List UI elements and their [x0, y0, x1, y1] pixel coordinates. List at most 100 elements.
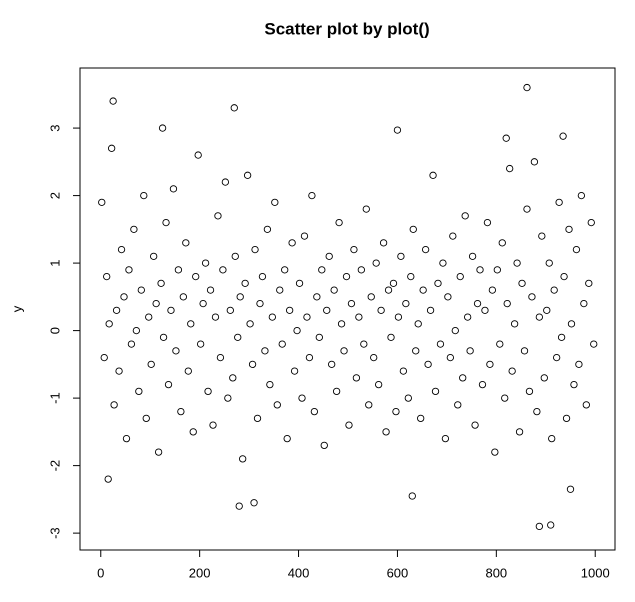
point: [140, 191, 148, 200]
point: [164, 380, 173, 389]
point: [196, 340, 205, 348]
point: [421, 245, 430, 254]
point: [199, 299, 207, 308]
point: [323, 306, 331, 315]
point: [553, 353, 561, 362]
point: [340, 347, 348, 355]
point: [189, 428, 197, 436]
point: [352, 374, 361, 382]
point: [506, 164, 514, 173]
point: [285, 306, 294, 315]
point: [393, 126, 402, 134]
point: [290, 367, 299, 375]
point: [283, 434, 291, 443]
point: [204, 387, 212, 396]
point: [320, 441, 328, 450]
point: [177, 407, 185, 416]
point: [281, 266, 289, 274]
point: [250, 499, 258, 507]
point: [258, 272, 267, 281]
point: [300, 232, 309, 240]
point: [444, 293, 452, 301]
point: [419, 286, 427, 294]
point: [109, 97, 117, 105]
point: [337, 320, 346, 328]
point: [159, 333, 168, 342]
point: [496, 340, 504, 348]
point: [431, 387, 440, 396]
point: [158, 124, 167, 132]
point: [570, 380, 578, 389]
point: [328, 360, 336, 369]
x-tick-label: 400: [288, 565, 310, 580]
point: [502, 134, 510, 142]
point: [350, 245, 358, 254]
point: [486, 360, 494, 369]
point: [239, 455, 247, 463]
y-tick-label: 3: [47, 124, 62, 131]
point: [520, 347, 529, 355]
point: [253, 414, 262, 423]
point: [543, 306, 551, 315]
point: [523, 83, 531, 92]
point: [559, 132, 567, 140]
point: [345, 421, 353, 429]
point: [493, 266, 501, 274]
point: [214, 212, 222, 220]
point: [481, 306, 489, 315]
point: [565, 225, 573, 233]
plot-box: [79, 67, 616, 551]
point: [533, 407, 541, 416]
point: [182, 239, 190, 247]
point: [211, 313, 220, 321]
point: [172, 347, 180, 355]
point: [464, 313, 472, 321]
point: [236, 293, 244, 301]
point: [587, 218, 595, 227]
point: [98, 198, 106, 206]
y-tick-label: -1: [47, 392, 62, 404]
point: [112, 306, 121, 315]
point: [375, 380, 383, 389]
point: [360, 340, 368, 348]
point: [288, 239, 296, 247]
point: [293, 326, 301, 335]
point: [261, 347, 269, 355]
x-tick-label: 800: [485, 565, 507, 580]
point: [518, 279, 526, 287]
point: [555, 198, 563, 206]
point: [414, 320, 422, 328]
point: [167, 306, 175, 315]
point: [192, 272, 200, 281]
point: [461, 212, 469, 220]
x-tick-label: 1000: [581, 565, 610, 580]
point: [446, 353, 454, 362]
point: [268, 313, 276, 321]
point: [135, 387, 143, 396]
point: [468, 252, 477, 260]
point: [454, 401, 462, 409]
point: [276, 286, 284, 294]
x-tick-label: 600: [387, 565, 409, 580]
point: [394, 313, 403, 321]
point: [318, 266, 326, 274]
point: [439, 259, 447, 267]
point: [313, 293, 321, 301]
point: [234, 333, 242, 342]
point: [501, 394, 509, 402]
point: [127, 340, 136, 348]
point: [224, 394, 232, 402]
point: [365, 401, 373, 409]
point: [580, 299, 588, 308]
point: [510, 320, 519, 328]
point: [476, 266, 484, 274]
point: [362, 205, 370, 213]
point: [248, 360, 257, 369]
point: [562, 414, 571, 423]
point: [535, 522, 543, 531]
point: [137, 286, 145, 294]
point: [550, 286, 558, 294]
y-tick-label: -3: [47, 527, 62, 539]
point: [449, 232, 457, 240]
point: [125, 266, 133, 274]
